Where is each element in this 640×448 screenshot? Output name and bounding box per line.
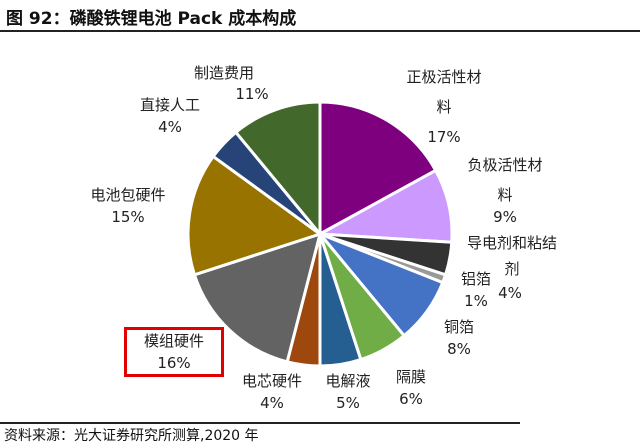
slice-label: 电解液 <box>325 372 371 390</box>
label-labor: 直接人工 4% <box>132 94 208 138</box>
label-copper: 铜箔 8% <box>436 316 482 360</box>
slice-label: 模组硬件 <box>143 332 204 350</box>
slice-value: 5% <box>336 394 360 412</box>
slice-label: 直接人工 <box>139 96 200 114</box>
label-separator: 隔膜 6% <box>388 366 434 410</box>
slice-label: 隔膜 <box>395 368 426 386</box>
label-electrolyte: 电解液 5% <box>318 370 378 414</box>
footer-divider <box>0 422 520 424</box>
slice-value: 4% <box>498 284 522 302</box>
slice-value: 11% <box>235 85 269 103</box>
label-manufacturing: 制造费用 11% <box>186 62 269 106</box>
label-cathode: 正极活性材料 17% <box>394 62 494 152</box>
slice-label: 负极活性材料 <box>467 156 543 204</box>
title-divider <box>0 30 640 32</box>
slice-value: 8% <box>447 340 471 358</box>
slice-value: 4% <box>260 394 284 412</box>
slice-value: 4% <box>158 118 182 136</box>
label-aluminum: 铝箔 1% <box>456 268 496 312</box>
slice-label: 正极活性材料 <box>406 68 482 116</box>
slice-label: 电芯硬件 <box>241 372 302 390</box>
figure-title: 图 92：磷酸铁锂电池 Pack 成本构成 <box>6 9 297 29</box>
slice-label: 制造费用 <box>193 64 254 82</box>
slice-value: 9% <box>493 208 517 226</box>
slice-value: 16% <box>157 354 191 372</box>
pie-slice-9 <box>186 154 324 277</box>
label-cell-hardware: 电芯硬件 4% <box>234 370 310 414</box>
label-pack-hardware: 电池包硬件 15% <box>80 184 176 228</box>
slice-label: 铜箔 <box>443 318 474 336</box>
slice-value: 1% <box>464 292 488 310</box>
label-conductive: 导电剂和粘结剂 4% <box>464 230 564 304</box>
slice-value: 6% <box>399 390 423 408</box>
label-anode: 负极活性材料 9% <box>460 150 550 240</box>
pie-slice-11 <box>233 100 322 239</box>
source-note: 资料来源：光大证券研究所测算,2020 年 <box>4 428 259 444</box>
slice-label: 电池包硬件 <box>90 186 166 204</box>
slice-value: 17% <box>427 128 461 146</box>
pie-slice-0 <box>318 100 438 237</box>
label-module-hardware-highlight: 模组硬件 16% <box>124 327 224 377</box>
slice-label: 铝箔 <box>460 270 491 288</box>
slice-value: 15% <box>111 208 145 226</box>
slice-label: 导电剂和粘结剂 <box>466 234 557 278</box>
